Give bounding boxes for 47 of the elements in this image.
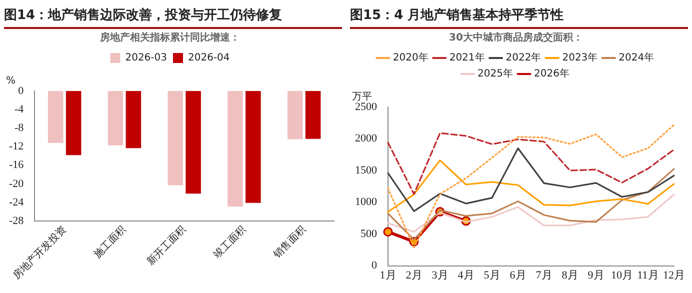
legend-label: 2026年 [534,68,570,80]
x-tick-label: 10月 [611,269,633,282]
x-tick-label: 3月 [432,269,448,282]
y-tick-label: -16 [8,159,24,172]
x-tick-label: 11月 [637,269,659,282]
y-tick-label: -8 [14,122,24,134]
y-tick-label: -24 [8,196,24,208]
legend-title: 30大中城市商品房成交面积： [449,32,583,44]
legend-label: 2023年 [562,52,598,64]
x-tick-label: 竣工面积 [211,224,248,260]
y-tick-label: 0 [18,84,24,97]
x-tick-label: 2月 [406,269,422,282]
x-tick-label: 12月 [663,269,685,282]
y-tick-label: 1000 [355,196,378,208]
chart-title: 图15：4 月地产销售基本持平季节性 [350,4,688,29]
y-tick-label: 0 [372,260,378,272]
y-axis-title: % [6,76,16,87]
point [383,227,393,237]
legend-label: 2025年 [478,68,514,80]
legend-label: 2020年 [392,52,428,64]
x-tick-label: 销售面积 [270,224,308,262]
line-series [387,124,675,248]
x-tick-label: 4月 [458,269,474,282]
x-tick-label: 9月 [588,269,604,282]
y-tick-label: 2000 [355,132,378,145]
x-tick-label: 施工面积 [92,224,128,260]
x-tick-label: 8月 [562,269,578,282]
legend-label: 2022年 [506,52,542,64]
legend-label: 2026-03 [125,52,168,64]
x-tick-label: 新开工面积 [144,224,188,268]
legend-title: 房地产相关指标累计同比增速： [99,32,240,44]
y-tick-label: -4 [14,103,24,116]
legend-label: 2021年 [449,52,485,64]
line-series [387,132,675,195]
y-tick-label: 1500 [355,164,378,176]
x-tick-label: 1月 [380,269,396,282]
y-axis-title: 万平 [352,92,372,103]
legend-label: 2024年 [618,52,654,64]
legend-label: 2026-04 [188,52,230,64]
x-tick-label: 5月 [484,269,500,282]
x-tick-label: 7月 [536,269,552,282]
y-tick-label: 500 [360,228,378,240]
chart-title: 图14：地产销售边际改善，投资与开工仍待修复 [4,4,342,29]
y-tick-label: -20 [8,178,24,190]
y-tick-label: -12 [8,140,24,153]
y-tick-label: 2500 [355,100,378,113]
x-tick-label: 6月 [510,269,526,282]
